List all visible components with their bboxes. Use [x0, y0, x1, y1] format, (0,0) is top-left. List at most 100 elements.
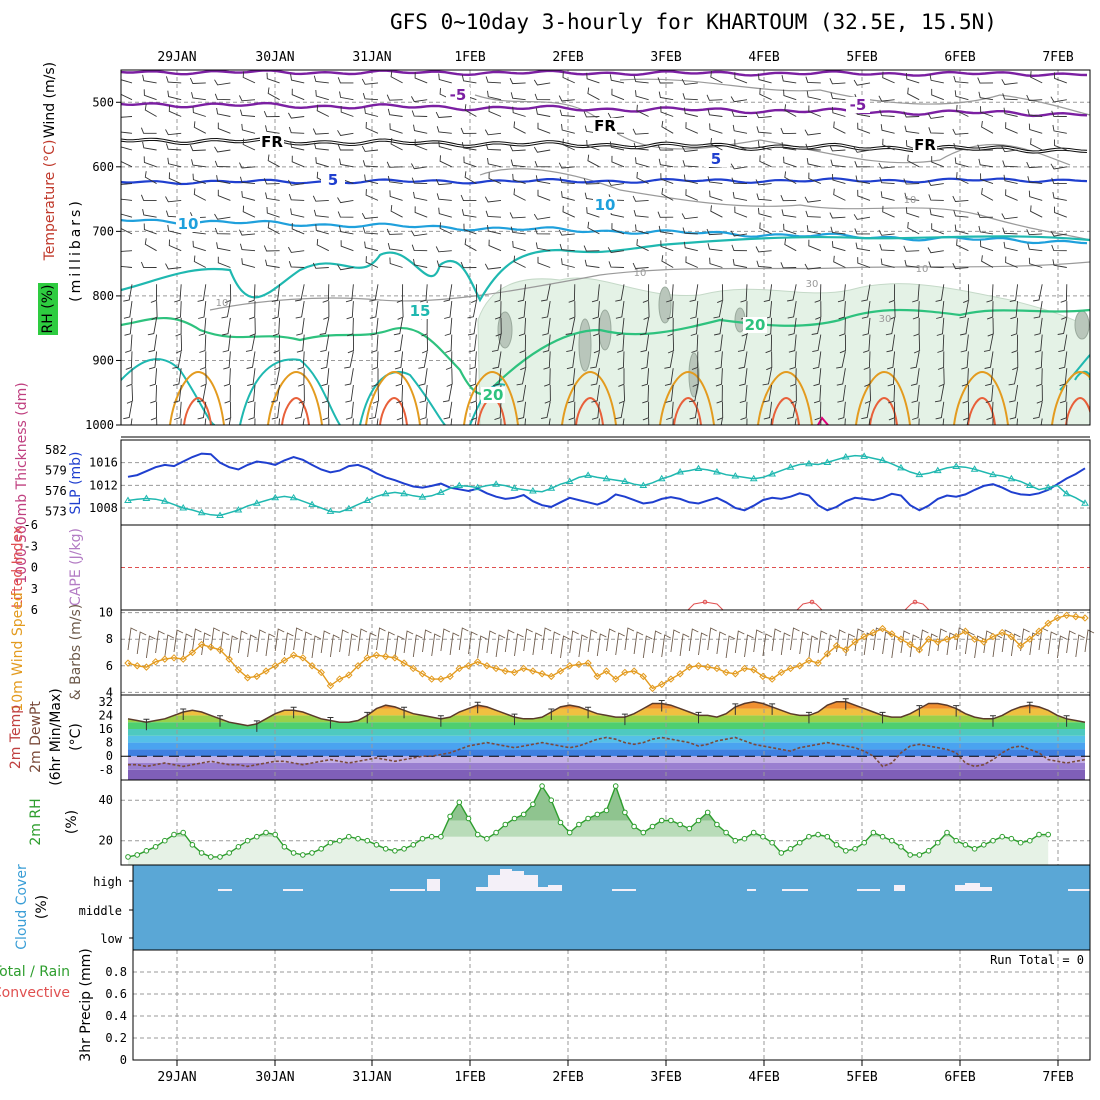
wind-barb [568, 284, 576, 303]
wind-barb [1030, 138, 1043, 151]
rh-marker [520, 811, 527, 818]
wind-barb [371, 351, 379, 370]
wind-barb [691, 351, 699, 370]
wind-barb [1052, 124, 1067, 134]
wind-barb [633, 75, 649, 84]
wind-barb [931, 88, 944, 101]
wind-barb [524, 418, 527, 425]
wind-barb [954, 157, 969, 168]
rh-marker [318, 846, 325, 852]
wind-barb [857, 257, 871, 268]
wind-barb [488, 172, 502, 185]
thickness-marker [878, 456, 887, 463]
wind-barb [931, 223, 944, 235]
rh-marker [125, 854, 131, 860]
wind-barb [730, 230, 748, 237]
thickness-marker [363, 496, 372, 504]
wind-barb-10m [348, 633, 359, 657]
wind-barb [167, 224, 182, 235]
wind-barb [984, 351, 994, 369]
cloud-cover-bar [894, 885, 905, 891]
wind-speed-marker [538, 670, 546, 678]
wind-barb [757, 73, 772, 84]
temp-minmax-bar [474, 701, 481, 714]
wind-barb [1027, 176, 1043, 185]
wind-barb [927, 112, 944, 119]
wind-barb [288, 126, 305, 134]
wind-barb [790, 384, 797, 404]
wind-barb [862, 317, 871, 336]
wind-speed-marker [253, 672, 261, 681]
run-total-annotation: Run Total = 0 [990, 953, 1084, 967]
wind-speed-marker [1016, 642, 1025, 650]
rh-marker [750, 829, 757, 836]
wind-speed-marker [676, 670, 684, 678]
rh-marker [530, 801, 536, 808]
wind-barb [130, 418, 133, 425]
wind-barb [904, 192, 920, 201]
wind-barb-10m [256, 629, 267, 653]
wind-barb [812, 351, 822, 370]
wind-barb [981, 120, 994, 134]
wind-barb [598, 418, 600, 425]
contour-label: 20 [483, 386, 504, 404]
wind-barb [961, 368, 969, 387]
wind-speed-marker [289, 651, 298, 659]
rh-contour-label: 10 [904, 195, 917, 206]
lifted-index-marker [702, 599, 708, 605]
precip-ylabel-convective: Convective [0, 985, 70, 1001]
temp-ytick: 32 [99, 695, 113, 709]
wind-barb [886, 334, 896, 353]
rh-marker [373, 842, 380, 848]
wind-barb [682, 93, 698, 101]
wind-barb-10m [265, 633, 276, 657]
wind-barb [831, 241, 846, 252]
wind-barb [978, 91, 994, 101]
wind-barb [927, 180, 944, 186]
li-ytick: 0 [31, 561, 38, 575]
wind-speed-marker [170, 654, 178, 662]
wind-barb [346, 301, 354, 320]
rh-marker [870, 829, 877, 836]
rh-marker [879, 833, 886, 840]
wind-barb [537, 256, 551, 268]
rh-marker [198, 850, 205, 856]
wind-speed-marker [814, 659, 822, 667]
thickness-marker [326, 507, 335, 514]
temp-minmax-bar [217, 715, 224, 727]
wind-barb [390, 205, 403, 218]
wind-barb [369, 401, 379, 420]
wind-barb [418, 368, 428, 386]
wind-barb [837, 284, 846, 303]
wind-speed-marker [1072, 612, 1080, 621]
wind-barb [907, 221, 920, 235]
wind-barb-10m [716, 631, 727, 655]
wind-barb [963, 401, 970, 421]
temp-contour-20-lobes [121, 358, 506, 425]
wind-barb [935, 284, 945, 302]
wind-barb-10m [532, 632, 543, 656]
wind-barb [272, 301, 281, 320]
wind-barb-10m [311, 635, 322, 659]
wind-barb [759, 88, 772, 101]
wind-barb [804, 263, 821, 270]
contour-label-bg [176, 216, 200, 232]
wind-barb [541, 301, 551, 319]
wind-barb [541, 284, 551, 302]
wind-barb [369, 284, 379, 302]
wind-barb [320, 334, 330, 353]
thickness-marker [160, 497, 169, 504]
wind-barb [1028, 123, 1043, 134]
wind-barb [640, 351, 650, 370]
wind-barb [911, 384, 920, 403]
wind-barb [759, 222, 772, 235]
temp-minmax-bar [364, 711, 371, 724]
wind-speed-marker [878, 624, 887, 633]
wind-barb [123, 301, 133, 319]
wind-barb [413, 191, 428, 201]
wind-speed-marker [924, 635, 933, 643]
rh-marker [935, 839, 941, 846]
temp-band [128, 722, 1085, 729]
wind-barb [444, 301, 453, 319]
rh-marker [1027, 837, 1033, 844]
